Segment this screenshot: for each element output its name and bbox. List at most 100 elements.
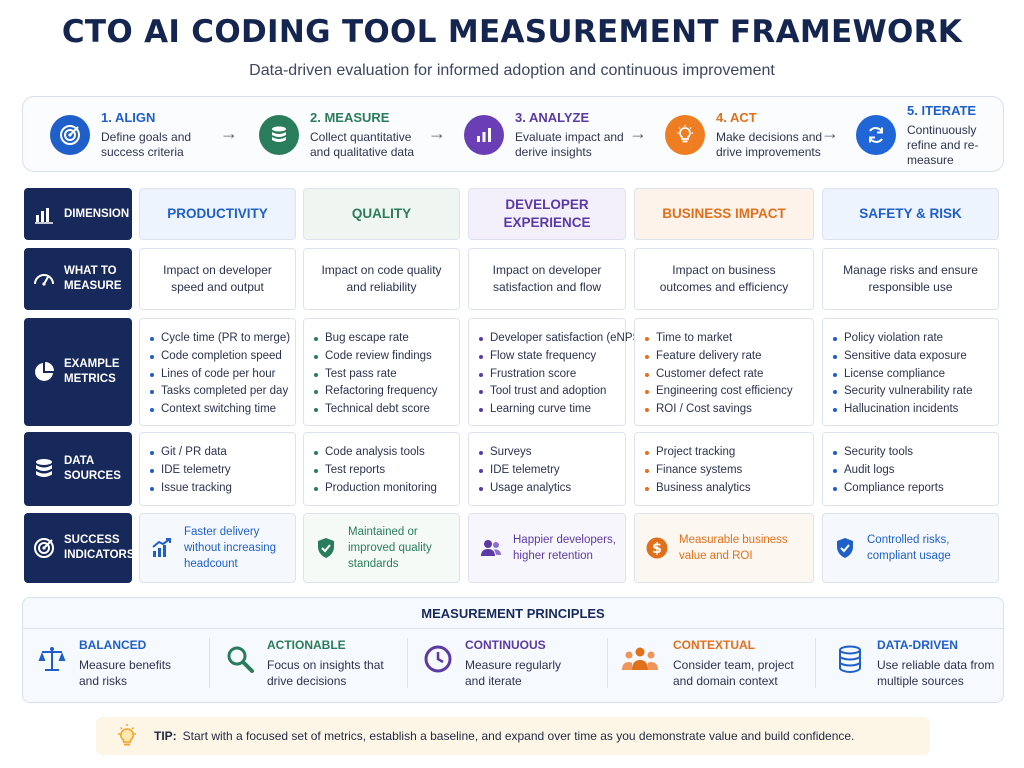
metrics-quality: Bug escape rate Code review findings Tes… bbox=[303, 318, 460, 426]
column-header-business-impact: BUSINESS IMPACT bbox=[634, 188, 814, 240]
step-desc: Evaluate impact and derive insights bbox=[515, 130, 624, 159]
success-quality: Maintained or improved quality standards bbox=[303, 513, 460, 583]
list-item: Frustration score bbox=[477, 366, 625, 384]
list-item: Test reports bbox=[312, 462, 459, 480]
row-label-what-to-measure: WHAT TO MEASURE bbox=[24, 248, 132, 310]
gauge-icon bbox=[34, 274, 54, 286]
target-icon bbox=[34, 538, 54, 558]
what-to-measure-business-impact: Impact on business outcomes and efficien… bbox=[634, 248, 814, 310]
step-title: 1. ALIGN bbox=[101, 110, 156, 125]
list-item: Surveys bbox=[477, 444, 625, 462]
list-item: Lines of code per hour bbox=[148, 366, 295, 384]
step-title: 4. ACT bbox=[716, 110, 757, 125]
list-item: Learning curve time bbox=[477, 401, 625, 419]
list-item: IDE telemetry bbox=[477, 462, 625, 480]
sources-quality: Code analysis tools Test reports Product… bbox=[303, 432, 460, 506]
metrics-safety-risk: Policy violation rate Sensitive data exp… bbox=[822, 318, 999, 426]
list-item: Tasks completed per day bbox=[148, 383, 295, 401]
step-desc: Make decisions and drive improvements bbox=[716, 130, 823, 159]
bar-chart-icon bbox=[35, 208, 53, 224]
clock-icon bbox=[424, 645, 452, 673]
divider bbox=[815, 638, 816, 688]
pie-chart-icon bbox=[35, 362, 54, 381]
list-item: Project tracking bbox=[643, 444, 813, 462]
list-item: Tool trust and adoption bbox=[477, 383, 625, 401]
list-item: Technical debt score bbox=[312, 401, 459, 419]
step-desc: Collect quantitative and qualitative dat… bbox=[310, 130, 415, 159]
list-item: Refactoring frequency bbox=[312, 383, 459, 401]
principle-balanced: BALANCED Measure benefits and risks bbox=[37, 638, 179, 693]
list-item: Context switching time bbox=[148, 401, 295, 419]
metrics-business-impact: Time to market Feature delivery rate Cus… bbox=[634, 318, 814, 426]
sources-productivity: Git / PR data IDE telemetry Issue tracki… bbox=[139, 432, 296, 506]
metrics-developer-experience: Developer satisfaction (eNPS) Flow state… bbox=[468, 318, 644, 426]
list-item: Sensitive data exposure bbox=[831, 348, 998, 366]
list-item: Customer defect rate bbox=[643, 366, 813, 384]
list-item: Production monitoring bbox=[312, 480, 459, 498]
team-icon bbox=[622, 647, 658, 670]
list-item: Security vulnerability rate bbox=[831, 383, 998, 401]
tip-banner: TIP: Start with a focused set of metrics… bbox=[96, 717, 930, 755]
list-item: Policy violation rate bbox=[831, 330, 998, 348]
database-icon bbox=[839, 645, 861, 674]
bar-chart-icon bbox=[464, 115, 504, 155]
step-title: 3. ANALYZE bbox=[515, 110, 590, 125]
shield-check-icon bbox=[837, 538, 853, 558]
row-label-dimension: DIMENSION bbox=[24, 188, 132, 240]
row-label-data-sources: DATA SOURCES bbox=[24, 432, 132, 506]
scale-icon bbox=[38, 647, 66, 671]
arrow-right-icon: → bbox=[629, 123, 647, 143]
success-business-impact: $ Measurable business value and ROI bbox=[634, 513, 814, 583]
column-header-quality: QUALITY bbox=[303, 188, 460, 240]
divider bbox=[607, 638, 608, 688]
what-to-measure-productivity: Impact on developer speed and output bbox=[139, 248, 296, 310]
list-item: ROI / Cost savings bbox=[643, 401, 813, 419]
list-item: Hallucination incidents bbox=[831, 401, 998, 419]
divider bbox=[209, 638, 210, 688]
list-item: Business analytics bbox=[643, 480, 813, 498]
step-title: 2. MEASURE bbox=[310, 110, 390, 125]
divider bbox=[23, 628, 1003, 629]
sources-safety-risk: Security tools Audit logs Compliance rep… bbox=[822, 432, 999, 506]
list-item: Engineering cost efficiency bbox=[643, 383, 813, 401]
list-item: Code analysis tools bbox=[312, 444, 459, 462]
step-measure: 2. MEASURE Collect quantitative and qual… bbox=[259, 97, 428, 173]
database-icon bbox=[36, 459, 52, 477]
list-item: Flow state frequency bbox=[477, 348, 625, 366]
step-act: 4. ACT Make decisions and drive improvem… bbox=[665, 97, 828, 173]
list-item: Code completion speed bbox=[148, 348, 295, 366]
divider bbox=[407, 638, 408, 688]
tip-label: TIP: bbox=[154, 729, 177, 743]
metrics-productivity: Cycle time (PR to merge) Code completion… bbox=[139, 318, 296, 426]
column-header-safety-risk: SAFETY & RISK bbox=[822, 188, 999, 240]
success-developer-experience: Happier developers, higher retention bbox=[468, 513, 626, 583]
step-desc: Continuously refine and re-measure bbox=[907, 122, 979, 167]
list-item: Git / PR data bbox=[148, 444, 295, 462]
sources-business-impact: Project tracking Finance systems Busines… bbox=[634, 432, 814, 506]
target-icon bbox=[50, 115, 90, 155]
list-item: Finance systems bbox=[643, 462, 813, 480]
principle-continuous: CONTINUOUS Measure regularly and iterate bbox=[423, 638, 575, 693]
step-align: 1. ALIGN Define goals and success criter… bbox=[50, 97, 216, 173]
success-safety-risk: Controlled risks, compliant usage bbox=[822, 513, 999, 583]
lightbulb-icon bbox=[665, 115, 705, 155]
process-steps: 1. ALIGN Define goals and success criter… bbox=[22, 96, 1004, 172]
dollar-icon: $ bbox=[646, 537, 668, 559]
what-to-measure-safety-risk: Manage risks and ensure responsible use bbox=[822, 248, 999, 310]
lightbulb-icon bbox=[118, 724, 136, 746]
list-item: Compliance reports bbox=[831, 480, 998, 498]
step-desc: Define goals and success criteria bbox=[101, 130, 192, 159]
tip-text: Start with a focused set of metrics, est… bbox=[182, 729, 855, 743]
step-title: 5. ITERATE bbox=[907, 102, 977, 118]
column-header-developer-experience: DEVELOPER EXPERIENCE bbox=[468, 188, 626, 240]
list-item: Feature delivery rate bbox=[643, 348, 813, 366]
list-item: Cycle time (PR to merge) bbox=[148, 330, 295, 348]
principle-contextual: CONTEXTUAL Consider team, project and do… bbox=[621, 638, 803, 693]
svg-text:$: $ bbox=[652, 541, 662, 557]
what-to-measure-quality: Impact on code quality and reliability bbox=[303, 248, 460, 310]
column-header-productivity: PRODUCTIVITY bbox=[139, 188, 296, 240]
list-item: Usage analytics bbox=[477, 480, 625, 498]
growth-chart-icon bbox=[152, 538, 171, 557]
list-item: Test pass rate bbox=[312, 366, 459, 384]
page-title: CTO AI CODING TOOL MEASUREMENT FRAMEWORK bbox=[61, 14, 963, 50]
